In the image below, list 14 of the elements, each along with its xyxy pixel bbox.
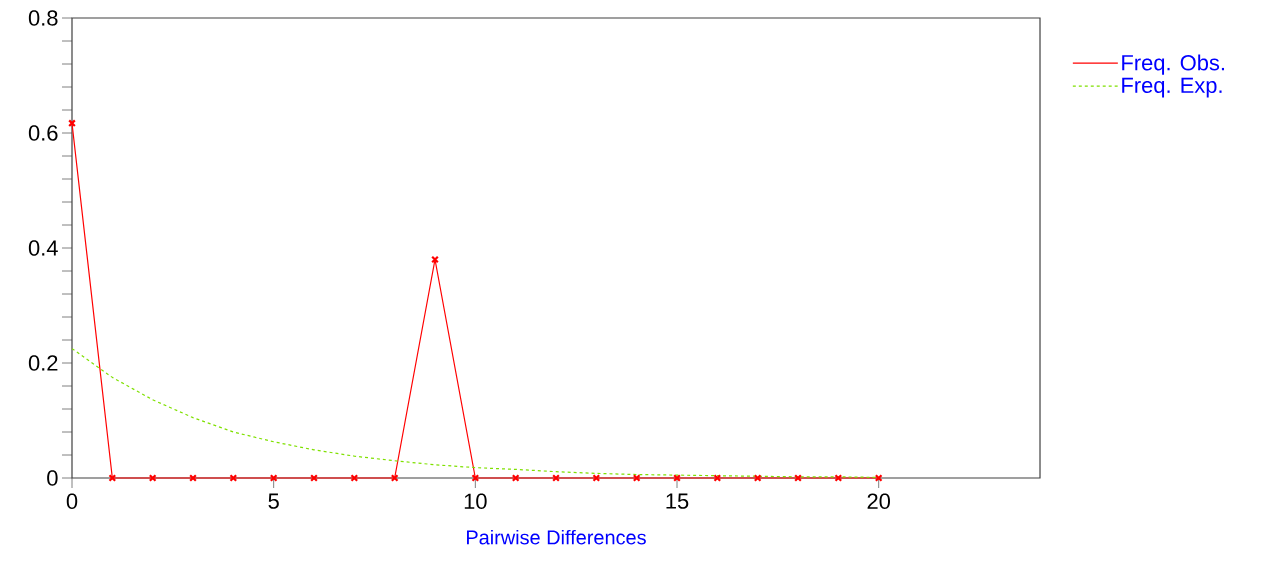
- y-tick-label: 0.2: [28, 355, 58, 371]
- legend-label: Freq. Obs.: [1122, 54, 1224, 75]
- y-tick-label: 0.8: [28, 10, 58, 26]
- x-tick-label: 0: [66, 493, 78, 510]
- point: [431, 255, 439, 264]
- x-tick-label: 15: [666, 493, 689, 509]
- x-tick-label: 20: [867, 493, 890, 510]
- y-tick-label: 0.6: [28, 125, 58, 141]
- x-tick-label: 5: [268, 493, 279, 509]
- legend-label: Freq. Exp.: [1122, 77, 1222, 98]
- x-tick-label: 10: [464, 493, 487, 510]
- y-tick-label: 0: [47, 470, 58, 486]
- y-tick-label: 0.4: [28, 240, 58, 256]
- x-axis-title: Pairwise Differences: [467, 529, 646, 545]
